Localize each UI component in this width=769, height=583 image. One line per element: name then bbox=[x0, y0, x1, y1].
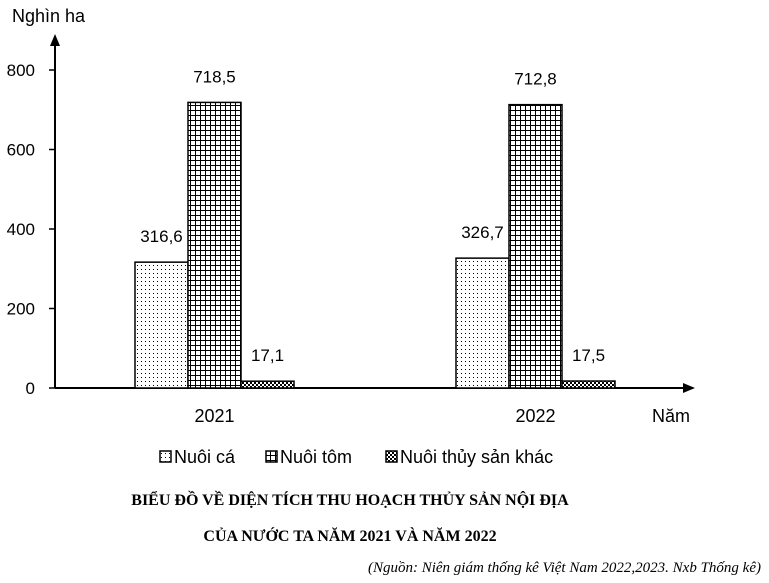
legend-swatch bbox=[159, 450, 172, 463]
chart-title-line-2: CỦA NƯỚC TA NĂM 2021 VÀ NĂM 2022 bbox=[203, 528, 497, 545]
bar-chart: Nghìn ha Năm 0 200 400 600 800 316,6 718,5 17,… bbox=[7, 6, 695, 467]
legend-label: Nuôi thủy sản khác bbox=[400, 447, 553, 467]
legend-label: Nuôi tôm bbox=[280, 447, 352, 467]
y-tick-label: 0 bbox=[26, 379, 35, 398]
legend-swatch bbox=[265, 450, 278, 463]
data-label: 17,1 bbox=[251, 346, 284, 365]
bar bbox=[455, 257, 510, 389]
source-note: (Nguồn: Niên giám thống kê Việt Nam 2022… bbox=[367, 560, 761, 576]
y-tick-label: 200 bbox=[7, 300, 35, 319]
bar bbox=[561, 380, 616, 389]
data-label: 712,8 bbox=[514, 70, 557, 89]
y-ticks: 0 200 400 600 800 bbox=[7, 61, 55, 398]
bars: 316,6 718,5 17,1 326,7 712,8 17,5 bbox=[134, 67, 616, 389]
y-axis-label: Nghìn ha bbox=[12, 6, 86, 26]
x-tick-label: 2022 bbox=[515, 406, 555, 426]
bar bbox=[240, 380, 295, 389]
x-axis-arrow bbox=[683, 383, 695, 393]
chart-title-line-1: BIỂU ĐỒ VỀ DIỆN TÍCH THU HOẠCH THỦY SẢN … bbox=[131, 492, 569, 509]
bar bbox=[508, 103, 563, 389]
y-tick-label: 400 bbox=[7, 220, 35, 239]
x-tick-label: 2021 bbox=[194, 406, 234, 426]
data-label: 316,6 bbox=[140, 227, 183, 246]
bar bbox=[134, 261, 189, 389]
legend: Nuôi cá Nuôi tôm Nuôi thủy sản khác bbox=[159, 447, 553, 467]
y-axis-arrow bbox=[50, 34, 60, 46]
legend-swatch bbox=[385, 450, 398, 463]
y-tick-label: 600 bbox=[7, 141, 35, 160]
y-tick-label: 800 bbox=[7, 61, 35, 80]
bar bbox=[187, 101, 242, 389]
x-axis-label: Năm bbox=[652, 406, 690, 426]
x-ticks: 2021 2022 bbox=[194, 406, 555, 426]
data-label: 718,5 bbox=[193, 67, 236, 86]
legend-label: Nuôi cá bbox=[174, 447, 236, 467]
data-label: 17,5 bbox=[572, 346, 605, 365]
data-label: 326,7 bbox=[461, 223, 504, 242]
